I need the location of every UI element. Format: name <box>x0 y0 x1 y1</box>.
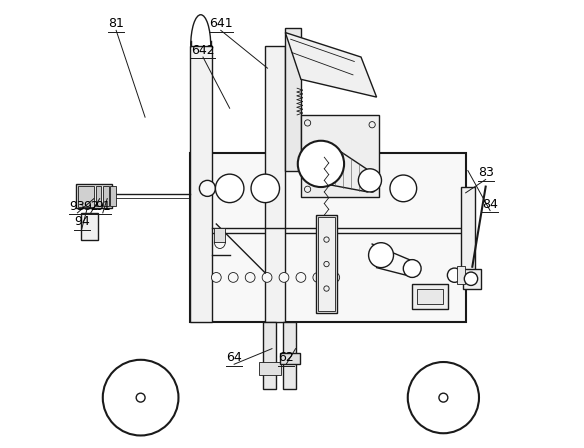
Bar <box>461 187 475 271</box>
Text: 84: 84 <box>482 198 498 211</box>
Circle shape <box>298 141 344 187</box>
Bar <box>416 289 443 304</box>
Circle shape <box>324 237 329 242</box>
Circle shape <box>136 393 145 402</box>
Text: 94: 94 <box>74 215 90 228</box>
Circle shape <box>447 268 461 282</box>
Circle shape <box>262 272 272 282</box>
Bar <box>283 322 297 389</box>
Circle shape <box>245 272 255 282</box>
Bar <box>96 186 102 206</box>
Bar <box>110 186 116 206</box>
Polygon shape <box>286 33 377 97</box>
Circle shape <box>313 272 323 282</box>
Text: 64: 64 <box>226 351 242 364</box>
Bar <box>263 322 276 389</box>
Bar <box>76 184 112 208</box>
Text: 642: 642 <box>191 44 215 57</box>
Bar <box>103 186 109 206</box>
Circle shape <box>324 286 329 291</box>
Bar <box>457 266 465 284</box>
Circle shape <box>324 261 329 267</box>
Circle shape <box>199 181 215 196</box>
Text: 91: 91 <box>95 200 110 213</box>
Circle shape <box>103 360 179 435</box>
Bar <box>190 153 465 322</box>
Circle shape <box>279 272 289 282</box>
Text: 92: 92 <box>83 200 99 213</box>
Circle shape <box>211 272 221 282</box>
Circle shape <box>330 272 340 282</box>
Bar <box>280 353 300 364</box>
Circle shape <box>464 272 478 285</box>
Bar <box>265 46 286 322</box>
Circle shape <box>404 260 421 277</box>
Circle shape <box>439 393 448 402</box>
Bar <box>190 46 212 322</box>
Bar <box>464 268 481 289</box>
Text: 62: 62 <box>279 351 294 364</box>
Circle shape <box>369 243 394 267</box>
Text: 641: 641 <box>209 17 232 30</box>
Text: 83: 83 <box>478 167 493 180</box>
Text: 81: 81 <box>108 17 124 30</box>
Bar <box>78 186 94 207</box>
Bar <box>286 28 301 171</box>
Circle shape <box>369 121 376 128</box>
Bar <box>259 362 281 375</box>
Circle shape <box>296 272 306 282</box>
Circle shape <box>228 272 238 282</box>
Circle shape <box>251 174 280 202</box>
Bar <box>214 228 225 242</box>
Text: 93: 93 <box>69 200 85 213</box>
Circle shape <box>390 175 416 202</box>
Bar <box>412 284 448 309</box>
Circle shape <box>215 174 244 202</box>
Bar <box>81 213 98 240</box>
Bar <box>301 115 379 197</box>
Circle shape <box>304 120 311 126</box>
Circle shape <box>369 186 376 192</box>
Circle shape <box>359 169 381 192</box>
Circle shape <box>408 362 479 433</box>
Bar <box>318 217 335 311</box>
Bar <box>317 215 336 313</box>
Circle shape <box>304 186 311 192</box>
